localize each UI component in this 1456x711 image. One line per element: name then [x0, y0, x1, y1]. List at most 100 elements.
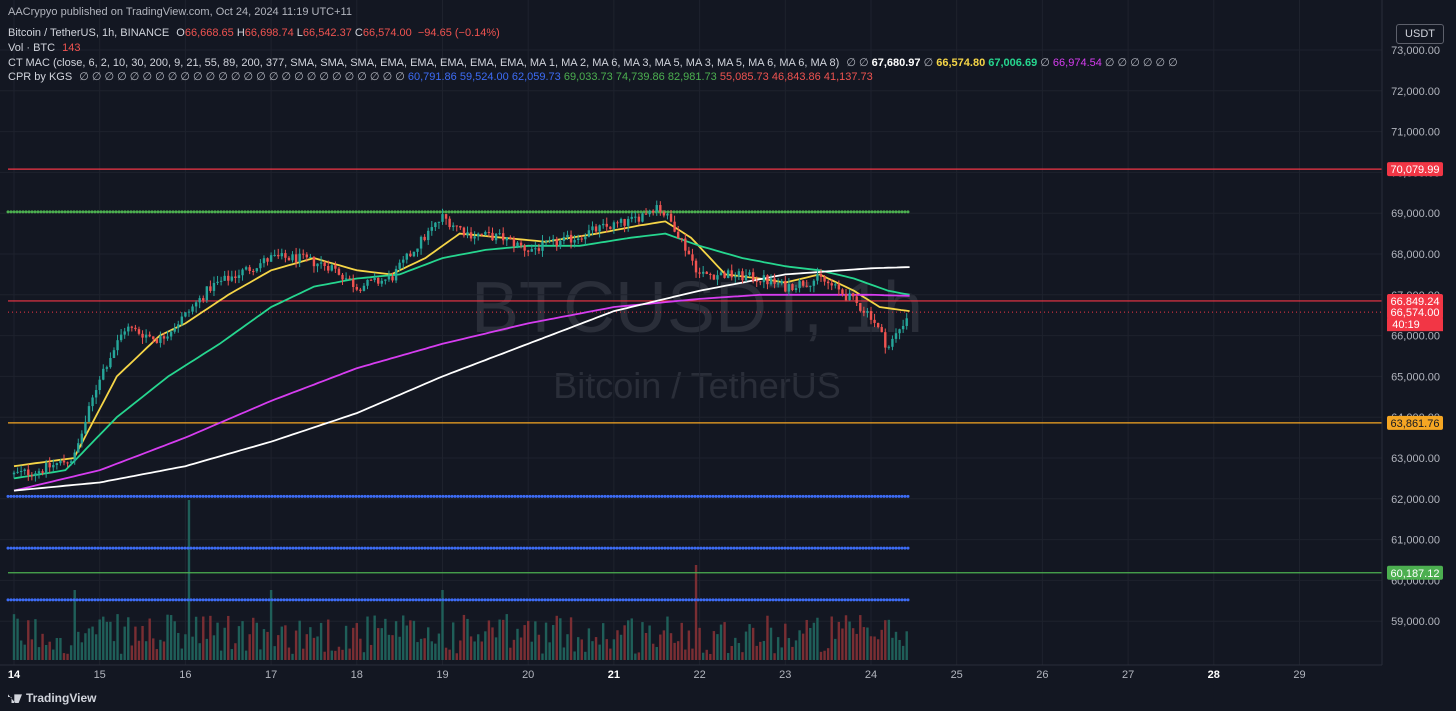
ohlc-low-label: L	[296, 27, 303, 39]
level-dot	[327, 546, 331, 550]
level-dot	[672, 546, 676, 550]
level-dot	[867, 546, 871, 550]
level-dot	[252, 546, 256, 550]
level-dot	[822, 598, 826, 602]
volume-bar	[105, 621, 109, 660]
level-dot	[294, 210, 298, 214]
level-dot	[219, 546, 223, 550]
level-dot	[900, 598, 904, 602]
level-dot	[699, 546, 703, 550]
ctmac-null-suffix: ∅ ∅ ∅ ∅ ∅ ∅	[1104, 57, 1178, 69]
volume-bar	[48, 641, 51, 660]
level-dot	[891, 546, 895, 550]
volume-legend[interactable]: Vol · BTC 143	[8, 42, 81, 54]
volume-bar	[726, 653, 730, 660]
level-dot	[210, 494, 214, 498]
candle-body	[205, 286, 209, 301]
volume-bar	[591, 641, 594, 660]
cpr-legend[interactable]: CPR by KGS ∅ ∅ ∅ ∅ ∅ ∅ ∅ ∅ ∅ ∅ ∅ ∅ ∅ ∅ ∅…	[8, 70, 873, 83]
level-dot	[753, 494, 757, 498]
candle-body	[776, 283, 780, 285]
volume-bar	[277, 635, 280, 660]
volume-bar	[327, 619, 330, 660]
candle-body	[794, 288, 798, 291]
candle-body	[816, 273, 819, 281]
level-dot	[24, 598, 28, 602]
volume-bar	[348, 648, 351, 660]
level-dot	[723, 598, 727, 602]
tradingview-logo[interactable]: TradingView	[8, 691, 96, 705]
level-dot	[834, 546, 838, 550]
level-dot	[555, 494, 559, 498]
level-dot	[324, 598, 328, 602]
level-dot	[393, 210, 397, 214]
candle-body	[616, 222, 619, 224]
level-dot	[558, 546, 562, 550]
level-dot	[864, 210, 868, 214]
level-dot	[879, 210, 883, 214]
level-dot	[531, 598, 535, 602]
level-dot	[558, 494, 562, 498]
candle-body	[262, 258, 266, 264]
candle-body	[209, 286, 212, 291]
candle-body	[448, 218, 451, 228]
level-dot	[27, 546, 31, 550]
level-dot	[759, 494, 763, 498]
level-dot	[21, 546, 25, 550]
level-dot	[531, 210, 535, 214]
candle-body	[94, 390, 98, 398]
level-dot	[24, 210, 28, 214]
level-dot	[366, 598, 370, 602]
level-dot	[858, 598, 862, 602]
level-dot	[366, 546, 370, 550]
candle-body	[252, 270, 255, 272]
level-dot	[768, 494, 772, 498]
level-dot	[714, 598, 718, 602]
volume-bar	[137, 640, 141, 660]
level-dot	[138, 598, 142, 602]
symbol-name[interactable]: Bitcoin / TetherUS, 1h, BINANCE	[8, 27, 170, 39]
publisher-line: AACrypyo published on TradingView.com, O…	[8, 6, 352, 18]
level-dot	[474, 598, 478, 602]
level-dot	[654, 598, 658, 602]
level-dot	[372, 598, 376, 602]
level-dot	[738, 210, 742, 214]
volume-bar	[559, 618, 562, 660]
level-dot	[615, 598, 619, 602]
level-dot	[474, 210, 478, 214]
level-dot	[426, 494, 430, 498]
level-dot	[777, 210, 781, 214]
level-dot	[246, 494, 250, 498]
level-dot	[465, 598, 469, 602]
level-dot	[300, 494, 304, 498]
level-dot	[303, 546, 307, 550]
level-dot	[309, 494, 313, 498]
level-dot	[864, 494, 868, 498]
volume-bar	[94, 634, 98, 660]
level-dot	[249, 546, 253, 550]
level-dot	[21, 494, 25, 498]
ohlc-close-label: C	[354, 27, 363, 39]
level-dot	[6, 598, 10, 602]
level-dot	[342, 546, 346, 550]
level-dot	[84, 598, 88, 602]
level-dot	[702, 598, 706, 602]
candle-body	[601, 223, 605, 226]
ctmac-legend[interactable]: CT MAC (close, 6, 2, 10, 30, 200, 9, 21,…	[8, 56, 1178, 69]
time-axis[interactable]: 14 15 16 17 18 19 20 21 22 23 24 25 26 27 28 29	[0, 664, 1382, 681]
level-dot	[384, 598, 388, 602]
level-dot	[81, 598, 85, 602]
level-dot	[162, 546, 166, 550]
level-dot	[165, 598, 169, 602]
candle-body	[134, 327, 137, 330]
currency-unit-button[interactable]: USDT	[1396, 24, 1444, 44]
level-dot	[216, 598, 220, 602]
level-dot	[759, 210, 763, 214]
candle-body	[137, 329, 141, 334]
volume-bar	[344, 625, 348, 660]
volume-bar	[598, 644, 601, 660]
level-dot	[321, 546, 325, 550]
volume-bar	[898, 639, 901, 660]
level-dot	[111, 210, 115, 214]
